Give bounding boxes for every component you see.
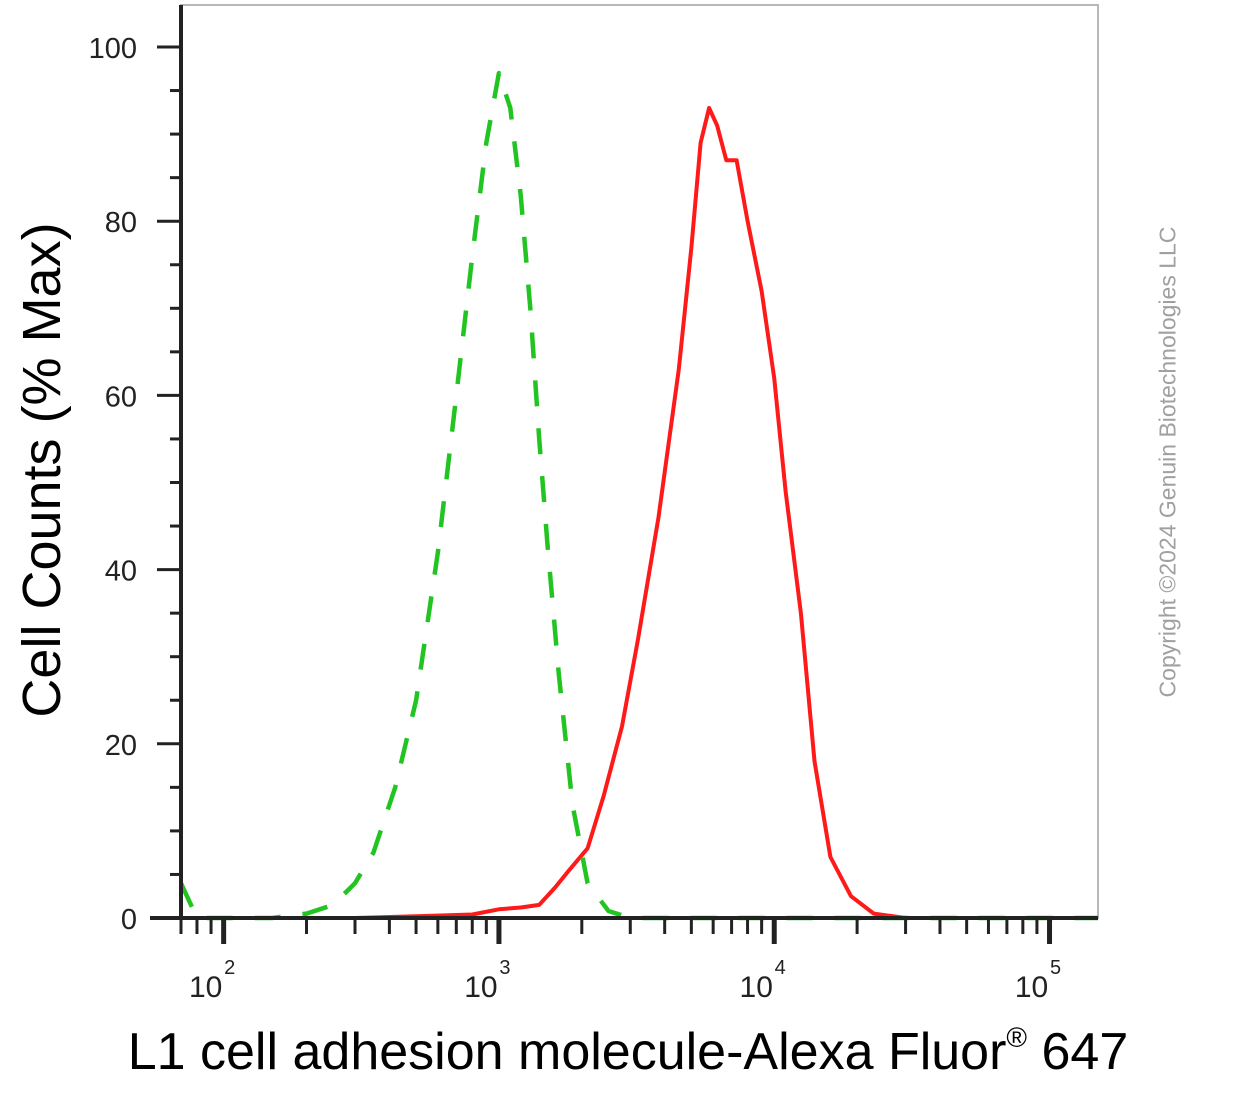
x-tick-label-base: 10 — [189, 971, 222, 1004]
y-tick-label: 40 — [105, 556, 137, 588]
registered-mark: ® — [1006, 1022, 1028, 1053]
x-tick-label-exponent: 4 — [775, 957, 786, 979]
y-tick-label: 60 — [105, 381, 137, 413]
x-tick-label-exponent: 3 — [499, 957, 510, 979]
x-axis-title: L1 cell adhesion molecule-Alexa Fluor® 6… — [128, 1022, 1129, 1082]
copyright-watermark: Copyright ©2024 Genuin Biotechnologies L… — [1154, 226, 1181, 698]
series-1-curve — [181, 106, 1098, 920]
y-axis-title: Cell Counts (% Max) — [12, 222, 72, 718]
y-tick-label: 80 — [105, 207, 137, 239]
histogram-curves — [178, 70, 1098, 921]
x-tick-label-base: 10 — [464, 971, 497, 1004]
y-axis-ticks: 0 20 40 60 80 100 — [89, 33, 181, 936]
x-tick-label-exponent: 2 — [224, 957, 235, 979]
x-tick-label-exponent: 5 — [1050, 957, 1061, 979]
x-tick-label-base: 10 — [1015, 971, 1048, 1004]
x-axis-title-main: L1 cell adhesion molecule-Alexa Fluor — [127, 1023, 1007, 1081]
y-tick-label: 20 — [105, 730, 137, 762]
plot-frame — [180, 4, 1099, 919]
x-axis-title-tail: 647 — [1027, 1023, 1129, 1081]
x-tick-label-base: 10 — [740, 971, 773, 1004]
y-tick-label: 0 — [121, 904, 137, 936]
y-tick-label: 100 — [89, 33, 137, 65]
series-2-curve — [178, 70, 1098, 921]
